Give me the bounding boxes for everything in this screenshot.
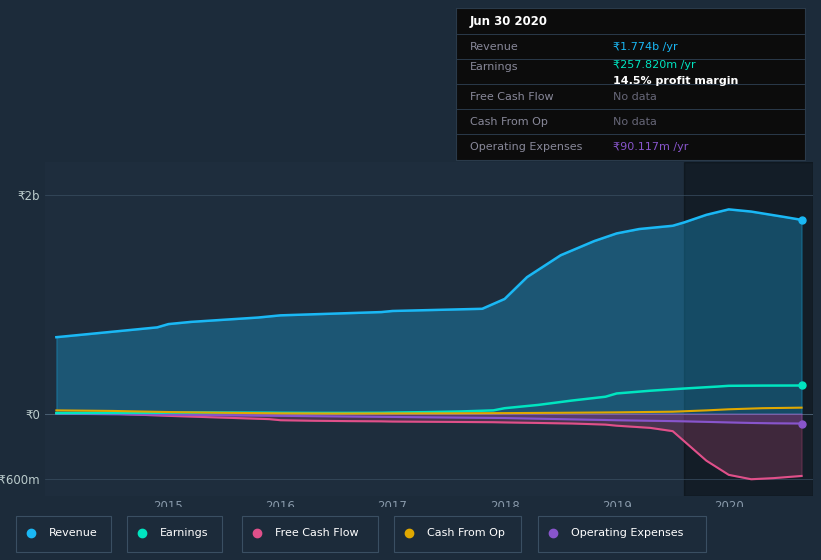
Text: Cash From Op: Cash From Op: [470, 117, 548, 127]
Text: Jun 30 2020: Jun 30 2020: [470, 15, 548, 27]
Text: Earnings: Earnings: [470, 62, 518, 72]
Bar: [684, 162, 813, 496]
Text: Earnings: Earnings: [160, 529, 209, 538]
Text: Free Cash Flow: Free Cash Flow: [275, 529, 359, 538]
Text: Operating Expenses: Operating Expenses: [470, 142, 582, 152]
Text: No data: No data: [612, 117, 657, 127]
Text: Free Cash Flow: Free Cash Flow: [470, 92, 553, 102]
Text: Revenue: Revenue: [470, 41, 518, 52]
Text: Revenue: Revenue: [49, 529, 98, 538]
Text: Operating Expenses: Operating Expenses: [571, 529, 683, 538]
Text: ₹1.774b /yr: ₹1.774b /yr: [612, 41, 677, 52]
Text: Cash From Op: Cash From Op: [427, 529, 505, 538]
Text: No data: No data: [612, 92, 657, 102]
Text: 14.5% profit margin: 14.5% profit margin: [612, 76, 738, 86]
Text: ₹90.117m /yr: ₹90.117m /yr: [612, 142, 688, 152]
Text: ₹257.820m /yr: ₹257.820m /yr: [612, 60, 695, 70]
